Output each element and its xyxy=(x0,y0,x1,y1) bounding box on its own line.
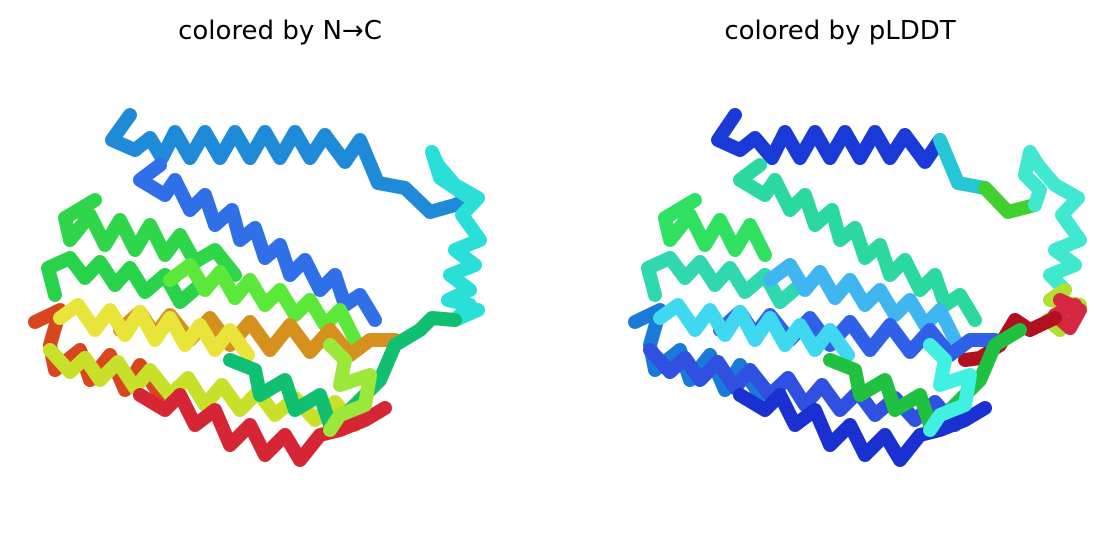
helix-green-pl xyxy=(658,193,772,262)
helix-yellow-nc xyxy=(53,298,255,362)
protein-structure-plddt xyxy=(628,108,1087,467)
loop-right-pl xyxy=(1018,145,1087,297)
panel-title-plddt: colored by pLDDT xyxy=(724,16,956,46)
helix-2-nc xyxy=(133,158,382,327)
panel-n-to-c: colored by N→C xyxy=(28,16,487,467)
cterm-red-pl xyxy=(1048,293,1087,335)
protein-structure-n-to-c xyxy=(28,108,487,467)
helix-lime-nc xyxy=(163,258,362,347)
loop-green-pl xyxy=(978,181,1042,219)
helix-green2-pl xyxy=(823,323,1027,432)
helix-closing-pl xyxy=(923,338,977,437)
helix-sky-pl xyxy=(763,258,962,347)
helix-top-pl xyxy=(711,108,947,169)
panel-plddt: colored by pLDDT xyxy=(560,0,1120,552)
helix-top-nc xyxy=(105,108,477,219)
panel-title-n-to-c: colored by N→C xyxy=(178,16,382,46)
helix-2-pl xyxy=(733,158,982,327)
helix-lime2-nc xyxy=(323,338,377,437)
loop-right-nc xyxy=(425,145,487,327)
helix-top-tail-pl xyxy=(933,133,992,195)
helix-cyan-pl xyxy=(653,298,855,362)
